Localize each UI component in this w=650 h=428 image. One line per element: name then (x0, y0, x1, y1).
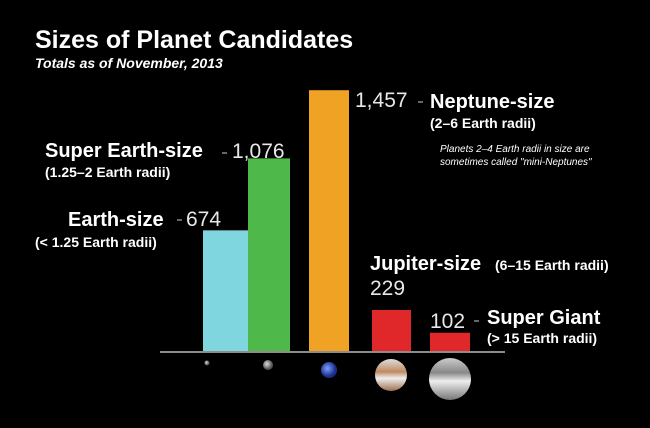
chart-subtitle: Totals as of November, 2013 (35, 55, 223, 71)
category-sublabel: (< 1.25 Earth radii) (35, 234, 157, 250)
planet-icon (204, 360, 210, 366)
value-label: 1,076 (232, 140, 285, 163)
planet-icon (321, 362, 337, 378)
planet-icon (375, 359, 407, 391)
bar (372, 310, 411, 351)
category-sublabel: (> 15 Earth radii) (487, 330, 597, 346)
value-label: 1,457 (355, 89, 408, 112)
category-sublabel: (2–6 Earth radii) (430, 115, 536, 131)
category-sublabel: (1.25–2 Earth radii) (45, 164, 170, 180)
category-label: Jupiter-size (370, 253, 481, 275)
planet-icon (429, 358, 471, 400)
category-label: Super Giant (487, 307, 601, 329)
value-label: 102 (430, 310, 465, 333)
category-label: Earth-size (68, 209, 164, 231)
category-label: Super Earth-size (45, 140, 203, 162)
value-label: 674 (186, 208, 221, 231)
planet-icon (263, 360, 273, 370)
category-label: Neptune-size (430, 91, 554, 113)
value-label: 229 (370, 277, 405, 300)
note: Planets 2–4 Earth radii in size are (440, 144, 590, 155)
note: sometimes called "mini-Neptunes" (440, 157, 592, 168)
bar (309, 90, 349, 352)
category-sublabel: (6–15 Earth radii) (495, 257, 609, 273)
chart-title: Sizes of Planet Candidates (35, 26, 353, 54)
bar (430, 332, 470, 351)
bar (248, 158, 290, 351)
